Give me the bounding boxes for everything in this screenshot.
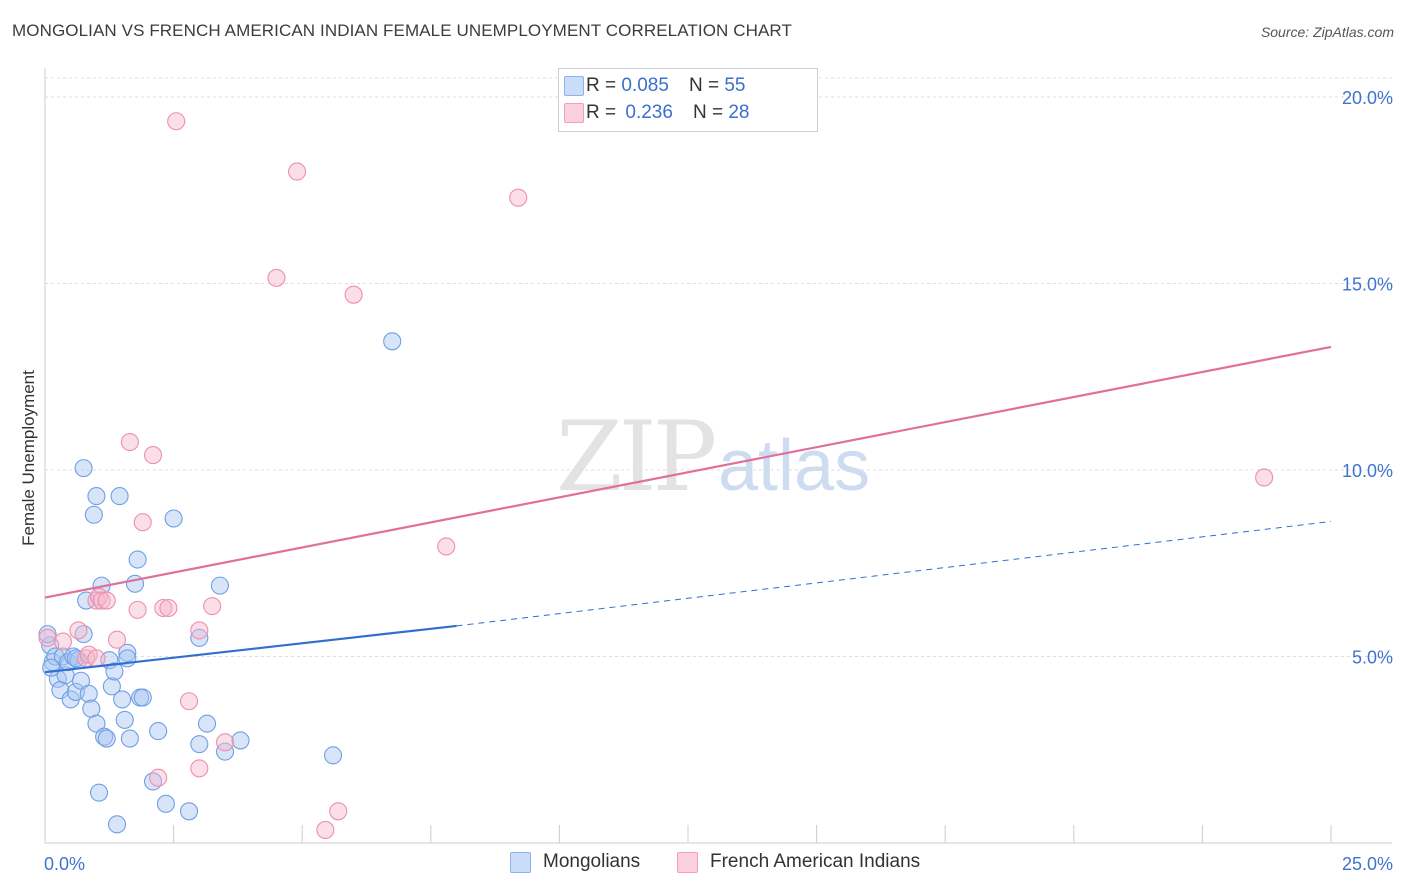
watermark-zip: ZIP: [556, 401, 715, 513]
mongolian-point: [105, 662, 124, 681]
french-american-indian-point: [179, 692, 199, 711]
y-tick-label: 5.0%: [1352, 648, 1393, 668]
french-american-indian-point: [92, 591, 111, 610]
french-american-indian-point: [190, 759, 209, 778]
chart-title: MONGOLIAN VS FRENCH AMERICAN INDIAN FEMA…: [12, 21, 792, 40]
french-american-indian-point: [215, 733, 235, 752]
french-american-indian-point: [128, 600, 147, 619]
mongolian-point: [231, 731, 250, 750]
french-american-indian-point: [143, 446, 163, 465]
french-american-indian-point: [107, 630, 127, 649]
french-american-indian-point: [1255, 468, 1274, 487]
french-american-indian-point: [53, 632, 73, 651]
mongolian-point: [179, 802, 199, 821]
mongolian-trend-extension: [456, 520, 1332, 627]
french-american-indian-point: [329, 802, 348, 821]
source-credit: Source: ZipAtlas.com: [1260, 24, 1394, 40]
watermark-atlas: atlas: [718, 426, 870, 506]
mongolian-trend-line: [44, 624, 457, 674]
mongolian-point: [110, 487, 129, 506]
mongolian-point: [102, 677, 121, 696]
french-american-indian-point: [316, 820, 335, 839]
legend-row-mongolians: R = 0.085 N = 55: [564, 74, 746, 98]
mongolian-point: [74, 459, 93, 478]
french-american-indian-point: [203, 597, 222, 616]
mongolian-point: [133, 688, 152, 707]
mongolian-point: [197, 714, 217, 733]
mongolian-point: [324, 746, 343, 765]
french-american-indian-point: [159, 598, 178, 618]
legend-item-mongolians[interactable]: Mongolians: [510, 851, 640, 873]
french-american-indian-point: [149, 768, 168, 787]
legend-label-mongolians: Mongolians: [543, 851, 641, 872]
y-tick-label: 10.0%: [1342, 461, 1393, 481]
french-american-indian-point: [120, 432, 139, 452]
n-value: 55: [724, 75, 746, 96]
mongolian-point: [164, 509, 183, 528]
r-label: R =: [586, 102, 617, 123]
n-value: 28: [728, 102, 750, 123]
french-american-indian-point: [190, 621, 209, 640]
mongolian-point: [215, 742, 235, 761]
mongolian-point: [190, 628, 209, 647]
french-american-indian-point: [344, 285, 363, 304]
mongolian-point: [89, 783, 109, 802]
french-american-indian-point: [133, 513, 152, 532]
mongolian-point: [115, 710, 134, 729]
y-tick-label: 15.0%: [1342, 275, 1393, 295]
y-tick-label: 20.0%: [1342, 88, 1393, 108]
mongolian-point: [149, 722, 168, 741]
n-label: N =: [692, 102, 724, 123]
french-american-indian-point: [38, 628, 57, 647]
mongolian-point: [156, 794, 175, 813]
french-american-indian-point: [437, 537, 456, 556]
series-legend: Mongolians French American Indians: [0, 851, 1406, 877]
legend-label-french-american-indians: French American Indians: [710, 851, 921, 872]
legend-swatch-french-american-indians: [677, 851, 698, 873]
mongolian-point: [42, 658, 61, 677]
french-american-indian-point: [288, 162, 307, 181]
mongolian-point: [113, 690, 132, 709]
mongolian-point: [120, 729, 139, 748]
mongolian-point: [383, 332, 402, 351]
mongolian-point: [95, 727, 114, 746]
mongolian-point: [84, 505, 103, 524]
french-american-indian-point: [87, 649, 106, 668]
legend-swatch-mongolians: [564, 76, 584, 96]
mongolian-point: [190, 735, 209, 754]
french-american-indian-trend-line: [44, 345, 1332, 599]
legend-swatch-mongolians: [510, 851, 531, 873]
french-american-indian-point: [167, 112, 186, 131]
french-american-indian-point: [267, 268, 286, 287]
french-american-indian-point: [154, 598, 173, 618]
mongolian-point: [118, 643, 137, 662]
mongolian-point: [97, 729, 116, 748]
x-tick-label: 0.0%: [44, 854, 85, 874]
legend-swatch-french-american-indians: [564, 103, 584, 123]
r-value: 0.085: [621, 75, 669, 96]
n-label: N =: [688, 75, 720, 96]
french-american-indian-point: [69, 621, 88, 640]
stats-legend: R = 0.085 N = 55 R = 0.236 N = 28: [558, 68, 818, 132]
mongolian-point: [107, 815, 127, 834]
mongolian-point: [210, 576, 229, 595]
x-tick-label: 25.0%: [1342, 854, 1393, 874]
r-value: 0.236: [625, 102, 673, 123]
legend-item-french-american-indians[interactable]: French American Indians: [677, 851, 920, 873]
mongolian-point: [79, 684, 98, 703]
legend-row-french-american-indians: R = 0.236 N = 28: [564, 101, 750, 125]
mongolian-point: [128, 550, 147, 569]
french-american-indian-point: [97, 591, 116, 610]
r-label: R =: [586, 75, 617, 96]
mongolian-point: [87, 487, 106, 506]
french-american-indian-point: [509, 188, 528, 207]
